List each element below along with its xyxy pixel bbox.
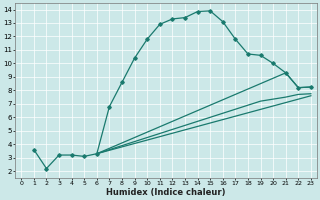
X-axis label: Humidex (Indice chaleur): Humidex (Indice chaleur) — [106, 188, 226, 197]
